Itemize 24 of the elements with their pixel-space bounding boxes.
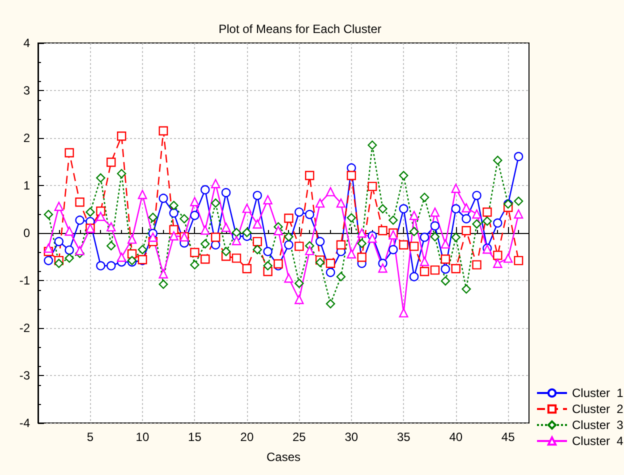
legend-label: Cluster 4	[572, 434, 624, 448]
x-axis-title: Cases	[266, 450, 301, 464]
y-tick-label: 2	[23, 131, 30, 145]
x-tick-label: 45	[501, 430, 516, 444]
legend-label: Cluster 1	[572, 386, 624, 400]
y-tick-label: -3	[19, 368, 30, 382]
x-tick-label: 15	[188, 430, 202, 444]
x-tick-label: 30	[344, 430, 358, 444]
chart-title: Plot of Means for Each Cluster	[218, 22, 382, 36]
y-tick-label: -4	[19, 416, 30, 430]
x-tick-label: 40	[449, 430, 463, 444]
y-tick-label: 3	[23, 84, 30, 98]
x-tick-label: 5	[86, 430, 94, 444]
x-tick-label: 35	[396, 430, 411, 444]
y-tick-label: -2	[19, 321, 30, 335]
x-tick-label: 20	[240, 430, 254, 444]
x-tick-label: 25	[292, 430, 306, 444]
y-tick-label: -1	[19, 274, 30, 288]
y-tick-label: 0	[23, 226, 30, 240]
x-tick-label: 10	[136, 430, 150, 444]
legend-label: Cluster 3	[572, 418, 624, 432]
y-tick-label: 1	[23, 178, 30, 192]
legend-label: Cluster 2	[572, 402, 624, 416]
y-tick-label: 4	[23, 36, 30, 50]
